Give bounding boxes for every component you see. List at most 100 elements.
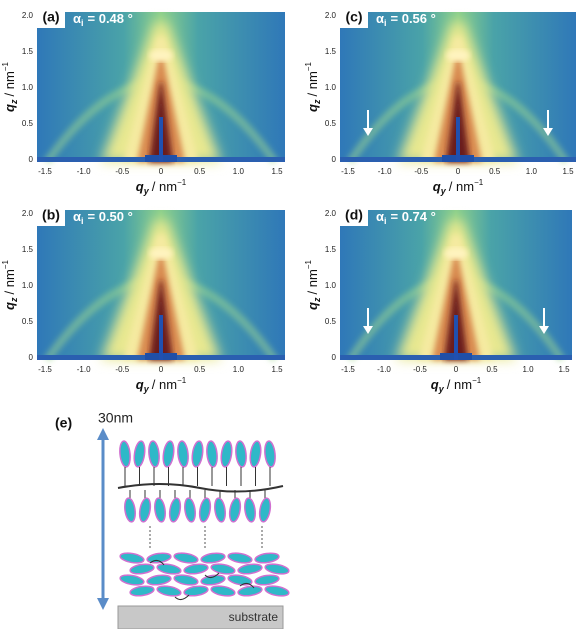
heatmap-panel: (c)αi= 0.56 ° [340, 6, 576, 162]
arrow-head [97, 428, 109, 440]
y-tick-label: 1.5 [22, 245, 34, 254]
y-tick-label: 2.0 [22, 209, 34, 218]
text-part: z [312, 99, 322, 105]
mesogen [138, 497, 152, 522]
y-tick-label: 1.5 [325, 245, 337, 254]
mesogen [129, 585, 154, 597]
mesogen [249, 440, 263, 467]
text-part: i [81, 18, 84, 28]
bright-spot [446, 50, 470, 62]
panel-label: (a) [42, 9, 59, 25]
mesogen [200, 552, 225, 564]
mesogen [162, 440, 176, 467]
mesogen [173, 551, 198, 564]
x-tick-label: -1.0 [377, 365, 391, 374]
mesogen [227, 573, 252, 586]
mesogen [183, 497, 196, 522]
y-tick-label: 2.0 [22, 11, 34, 20]
text-part: −1 [474, 178, 484, 187]
y-tick-label: 0 [332, 353, 337, 362]
x-tick-label: 0 [454, 365, 459, 374]
mesogen [119, 441, 132, 468]
figure: substrate (e) 30nm (a)αi= 0.48 °-1.5-1.0… [0, 0, 578, 629]
text-part: / nm [305, 269, 320, 294]
text-part: q [136, 179, 144, 194]
text-part: / nm [2, 71, 17, 96]
heatmap-panel: (a) αi = 0.48 ° [37, 6, 285, 162]
text-part: q [431, 377, 439, 392]
mesogen [243, 497, 256, 522]
y-tick-label: 1.5 [22, 47, 34, 56]
x-tick-label: 1.5 [558, 365, 570, 374]
mesogen [254, 574, 279, 586]
text-part: = 0.48 ° [88, 11, 133, 26]
mesogen [119, 551, 144, 564]
x-tick-label: 1.5 [562, 167, 574, 176]
mesogen [148, 441, 161, 468]
mesogen [183, 563, 208, 575]
text-part: −1 [1, 260, 10, 270]
mesogen [156, 562, 181, 575]
mesogen [198, 497, 212, 522]
x-tick-label: 0 [159, 365, 164, 374]
axis-label: qz/ nm−1 [1, 62, 19, 112]
mesogen [210, 562, 235, 575]
text-part: −1 [177, 376, 187, 385]
mesogen [200, 574, 225, 586]
x-tick-label: -1.0 [77, 167, 91, 176]
mesogen [173, 573, 198, 586]
text-part: q [305, 302, 320, 310]
mesogen [264, 441, 277, 468]
text-part: q [2, 302, 17, 310]
substrate-label: substrate [229, 610, 279, 624]
y-tick-label: 0.5 [325, 317, 337, 326]
text-part: q [433, 179, 441, 194]
text-part: −1 [304, 260, 313, 270]
text-part: i [384, 18, 387, 28]
bright-spot [149, 50, 173, 62]
x-tick-label: 1.0 [233, 365, 245, 374]
x-tick-label: -1.5 [38, 365, 52, 374]
text-part: i [384, 216, 387, 226]
x-tick-label: 0.5 [194, 365, 206, 374]
axis-label: qz / nm−1 [304, 260, 322, 310]
mesogen [183, 585, 208, 597]
mesogen [228, 497, 242, 522]
text-part: = 0.56 ° [391, 11, 436, 26]
text-part: α [376, 209, 384, 224]
text-part: / nm [449, 179, 474, 194]
panel-label: (e) [55, 415, 72, 431]
y-tick-label: 1.5 [325, 47, 337, 56]
text-part: α [73, 11, 81, 26]
text-part: z [9, 99, 19, 105]
panel-label: (d) [345, 207, 363, 223]
mesogen [258, 497, 272, 522]
beamstop-rod [456, 117, 460, 162]
mesogen [213, 497, 226, 522]
text-part: z [312, 297, 322, 303]
x-tick-label: -1.0 [378, 167, 392, 176]
x-tick-label: -1.5 [341, 167, 355, 176]
beamstop-rod [159, 117, 163, 162]
mesogen [254, 552, 279, 564]
y-tick-label: 0.5 [22, 317, 34, 326]
y-tick-label: 2.0 [325, 209, 337, 218]
text-part: / nm [152, 377, 177, 392]
backbone [118, 484, 283, 492]
text-part: α [73, 209, 81, 224]
text-part: z [9, 297, 19, 303]
axis-label: qy/ nm−1 [136, 178, 187, 196]
text-part: y [440, 186, 447, 196]
text-part: y [143, 384, 150, 394]
bright-spot [149, 248, 173, 260]
mesogen [177, 441, 190, 468]
text-part: i [81, 216, 84, 226]
scale-label: 30nm [98, 410, 133, 426]
y-tick-label: 0.5 [22, 119, 34, 128]
bright-spot [444, 248, 468, 260]
mesogen [129, 563, 154, 575]
text-part: / nm [447, 377, 472, 392]
text-part: −1 [177, 178, 187, 187]
x-tick-label: -0.5 [413, 365, 427, 374]
x-tick-label: 0.5 [489, 167, 501, 176]
